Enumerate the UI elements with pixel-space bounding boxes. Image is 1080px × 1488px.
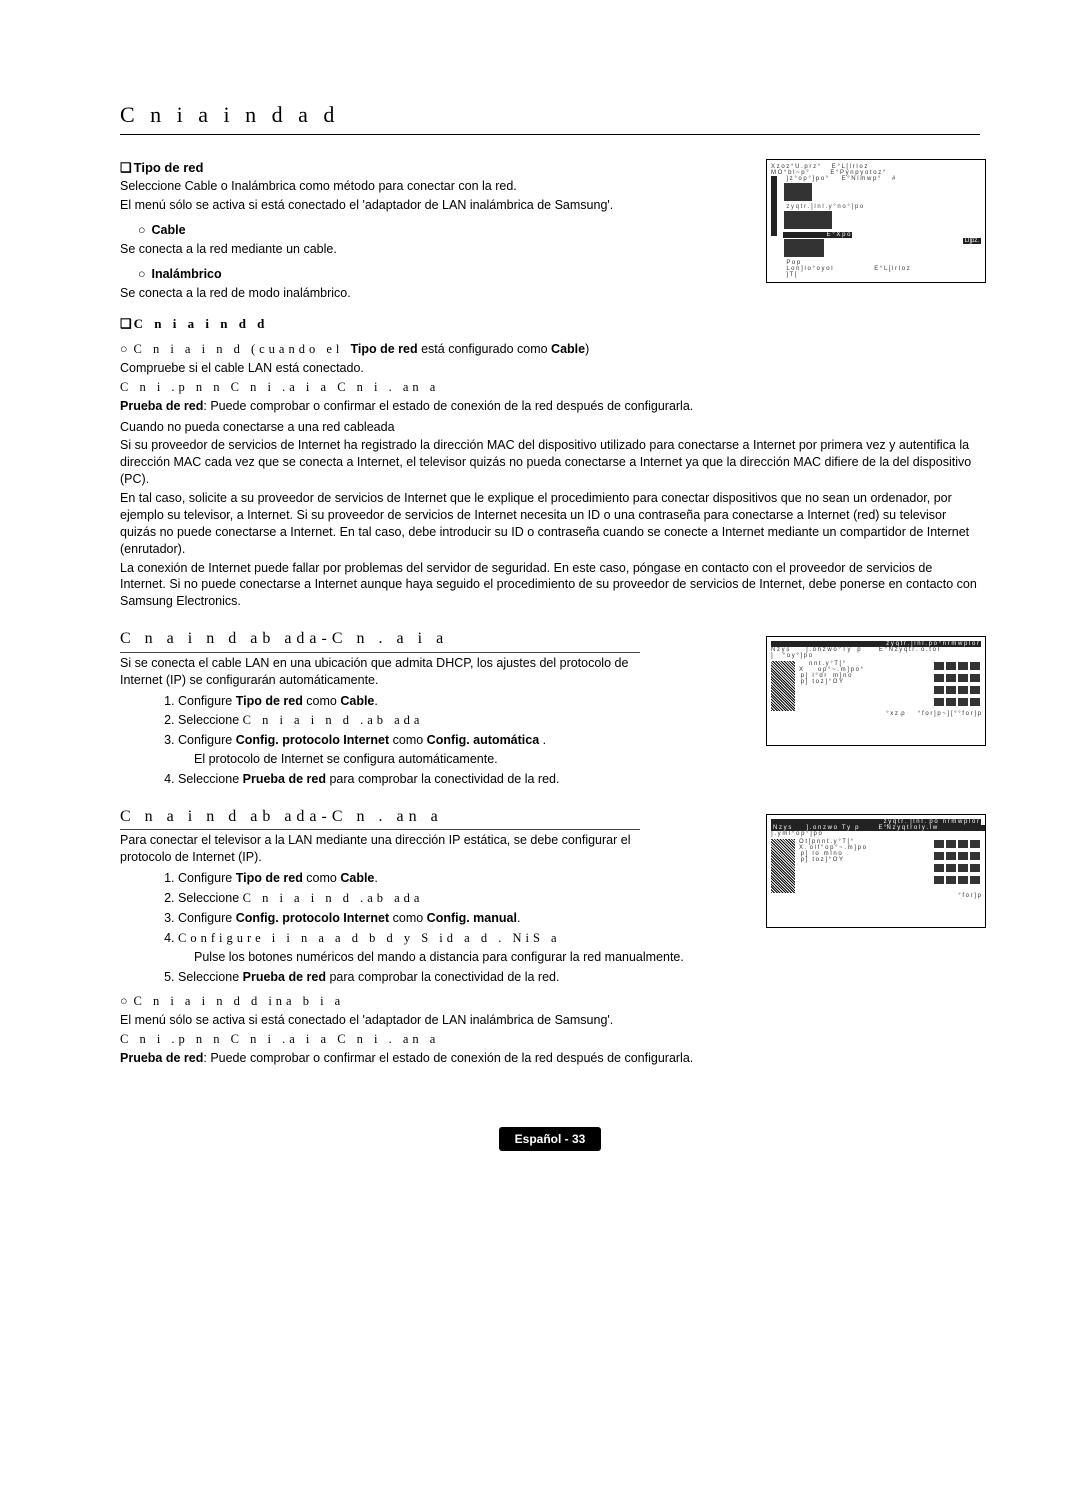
text-auto-note: El protocolo de Internet se configura au… — [194, 751, 980, 768]
text-prueba-desc: : Puede comprobar o confirmar el estado … — [203, 399, 693, 413]
list-item: Seleccione Prueba de red para comprobar … — [178, 969, 980, 986]
list-item: Configure i i n a a d b d y S id a d . N… — [178, 930, 980, 966]
text-config-options-row: C n i .p n n C n i .a i a C n i . an a — [120, 379, 980, 396]
heading-wireless-config: C n i a i n d d ina b i a — [133, 994, 344, 1008]
subtitle-cable-manual: C n a i n d ab ada-C n . an a — [120, 806, 640, 831]
text-manual-note: Pulse los botones numéricos del mando a … — [194, 949, 980, 966]
square-bullet-icon: ❑ — [120, 315, 130, 333]
page-footer: Español - 33 — [120, 1127, 980, 1151]
text-isp-paragraph: En tal caso, solicite a su proveedor de … — [120, 490, 980, 558]
section-cable-auto: z y q t r . ] l n l . p o ° n r m w p l … — [120, 628, 980, 788]
heading-tipo-de-red: Tipo de red — [134, 160, 204, 175]
text-static-intro: Para conectar el televisor a la LAN medi… — [120, 832, 640, 866]
heading-no-connect: Cuando no pueda conectarse a una red cab… — [120, 419, 980, 436]
square-bullet-icon: ❑ — [120, 159, 130, 177]
circle-bullet-icon: ○ — [138, 266, 148, 283]
section-config-red: ❑ C n i a i n d d ○ C n i a i n d (cuand… — [120, 315, 980, 610]
text-prueba-desc-2: : Puede comprobar o confirmar el estado … — [203, 1051, 693, 1065]
text-config-cable-line: C n i a i n d (cuando el — [133, 342, 350, 356]
circle-bullet-icon: ○ — [120, 341, 130, 358]
thumbnail-manual-config: z y q t r . ] l n l . p o n r m w p l o … — [766, 814, 986, 928]
section-wireless-config: ○ C n i a i n d d ina b i a El menú sólo… — [120, 993, 980, 1067]
label-prueba-red-2: Prueba de red — [120, 1051, 203, 1065]
text-check-lan: Compruebe si el cable LAN está conectado… — [120, 360, 980, 377]
text-mac-paragraph: Si su proveedor de servicios de Internet… — [120, 437, 980, 488]
circle-bullet-icon: ○ — [138, 222, 148, 239]
text-config-options-row-2: C n i .p n n C n i .a i a C n i . an a — [120, 1031, 980, 1048]
label-prueba-red: Prueba de red — [120, 399, 203, 413]
section-cable-manual: z y q t r . ] l n l . p o n r m w p l o … — [120, 806, 980, 986]
text-dhcp-intro: Si se conecta el cable LAN en una ubicac… — [120, 655, 640, 689]
circle-bullet-icon: ○ — [120, 993, 130, 1010]
thumbnail-auto-config: z y q t r . ] l n l . p o ° n r m w p l … — [766, 636, 986, 746]
thumbnail-network-menu: X z o z ° U . p r z ° E ° L [ l r l o z … — [766, 159, 986, 283]
text-security-paragraph: La conexión de Internet puede fallar por… — [120, 560, 980, 611]
heading-wireless: Inalámbrico — [151, 267, 221, 281]
text-menu-active-note-2: El menú sólo se activa si está conectado… — [120, 1012, 980, 1029]
page-number-badge: Español - 33 — [499, 1127, 602, 1151]
heading-cable: Cable — [151, 223, 185, 237]
subtitle-cable-auto: C n a i n d ab ada-C n . a i a — [120, 628, 640, 653]
page-title: C n i a i n d a d — [120, 100, 980, 135]
text-wireless-desc: Se conecta a la red de modo inalámbrico. — [120, 285, 980, 302]
section-tipo-de-red: X z o z ° U . p r z ° E ° L [ l r l o z … — [120, 159, 980, 302]
heading-config-red: C n i a i n d d — [134, 316, 269, 331]
list-item: Seleccione Prueba de red para comprobar … — [178, 771, 980, 788]
